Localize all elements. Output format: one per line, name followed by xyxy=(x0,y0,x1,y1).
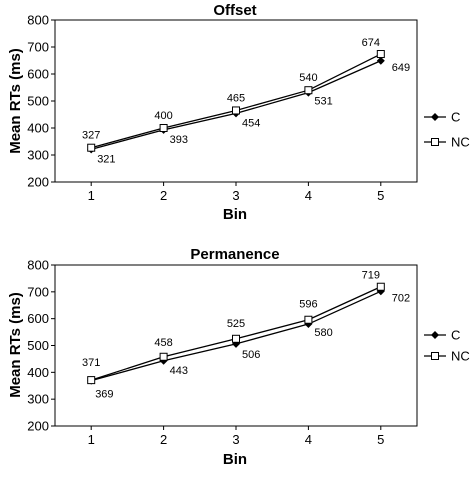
y-tick-label: 700 xyxy=(27,284,49,299)
data-label-nc: 540 xyxy=(299,72,317,84)
y-tick-label: 400 xyxy=(27,365,49,380)
point-nc xyxy=(159,124,168,132)
chart-title: Offset xyxy=(213,2,256,19)
data-label-nc: 596 xyxy=(299,299,317,311)
y-tick-label: 500 xyxy=(27,94,49,109)
x-tick-label: 4 xyxy=(305,188,312,203)
legend-label-nc: NC xyxy=(451,135,470,150)
y-tick-label: 600 xyxy=(27,67,49,82)
point-nc xyxy=(159,352,168,361)
legend: C NC xyxy=(424,110,470,150)
y-tick-label: 400 xyxy=(27,121,49,136)
y-tick-label: 800 xyxy=(27,13,49,28)
point-nc xyxy=(232,334,240,343)
point-nc xyxy=(376,282,385,291)
data-label-c: 702 xyxy=(392,292,410,304)
legend-marker-nc xyxy=(431,352,439,360)
point-nc xyxy=(376,50,385,59)
x-tick-label: 5 xyxy=(377,188,384,203)
x-tick-label: 1 xyxy=(88,188,95,203)
legend-marker-c xyxy=(431,331,439,339)
data-label-c: 580 xyxy=(314,327,332,339)
data-label-c: 443 xyxy=(170,365,188,377)
data-label-nc: 525 xyxy=(227,318,245,330)
y-tick-label: 500 xyxy=(27,338,49,353)
data-label-c: 454 xyxy=(242,117,260,129)
legend-label-c: C xyxy=(451,110,460,125)
x-tick-label: 3 xyxy=(232,432,239,447)
data-label-nc: 371 xyxy=(82,357,100,369)
x-ticks: 1 2 3 4 5 xyxy=(88,426,384,447)
data-label-nc: 465 xyxy=(227,92,245,104)
data-label-nc: 674 xyxy=(362,37,380,49)
y-tick-label: 300 xyxy=(27,148,49,163)
data-label-c: 649 xyxy=(392,62,410,74)
data-label-c: 506 xyxy=(242,349,260,361)
x-axis-title: Bin xyxy=(223,206,247,223)
legend-label-nc: NC xyxy=(451,349,470,364)
y-tick-label: 300 xyxy=(27,392,49,407)
data-label-nc: 327 xyxy=(82,130,100,142)
data-label-c: 369 xyxy=(95,389,113,401)
point-nc xyxy=(87,143,96,152)
y-axis-title: Mean RTs (ms) xyxy=(7,292,24,398)
x-tick-label: 1 xyxy=(88,432,95,447)
y-tick-label: 600 xyxy=(27,311,49,326)
x-axis-title: Bin xyxy=(223,451,247,468)
series-line-nc xyxy=(91,286,382,381)
x-tick-label: 2 xyxy=(160,432,167,447)
series-group: 371 369 458 443 525 506 596 580 719 702 xyxy=(82,270,410,401)
legend-label-c: C xyxy=(451,328,460,343)
permanence-chart: Permanence Mean RTs (ms) Bin 200 300 400 50… xyxy=(7,246,470,468)
y-ticks: 200 300 400 500 600 700 800 xyxy=(27,258,55,434)
data-label-c: 321 xyxy=(97,153,115,165)
x-tick-label: 3 xyxy=(232,188,239,203)
point-nc xyxy=(304,86,313,95)
y-ticks: 200 300 400 500 600 700 800 xyxy=(27,13,55,190)
point-nc xyxy=(232,106,240,115)
offset-chart: Offset Mean RTs (ms) Bin 200 300 400 500 600… xyxy=(7,2,470,223)
y-tick-label: 200 xyxy=(27,175,49,190)
point-nc xyxy=(87,376,96,385)
legend-marker-nc xyxy=(431,138,439,146)
y-tick-label: 800 xyxy=(27,258,49,273)
legend-marker-c xyxy=(431,113,439,121)
legend: C NC xyxy=(424,328,470,364)
y-tick-label: 200 xyxy=(27,419,49,434)
data-label-nc: 458 xyxy=(154,337,172,349)
x-tick-label: 2 xyxy=(160,188,167,203)
x-ticks: 1 2 3 4 5 xyxy=(88,182,384,203)
point-c xyxy=(376,56,385,65)
y-tick-label: 700 xyxy=(27,40,49,55)
data-label-nc: 400 xyxy=(154,110,172,122)
point-nc xyxy=(304,315,313,324)
data-label-c: 393 xyxy=(170,134,188,146)
series-group: 327 321 400 393 465 454 540 531 674 649 xyxy=(82,37,410,165)
data-label-c: 531 xyxy=(314,96,332,108)
x-tick-label: 5 xyxy=(377,432,384,447)
chart-title: Permanence xyxy=(190,246,279,263)
x-tick-label: 4 xyxy=(305,432,312,447)
y-axis-title: Mean RTs (ms) xyxy=(7,48,24,154)
data-label-nc: 719 xyxy=(362,270,380,282)
